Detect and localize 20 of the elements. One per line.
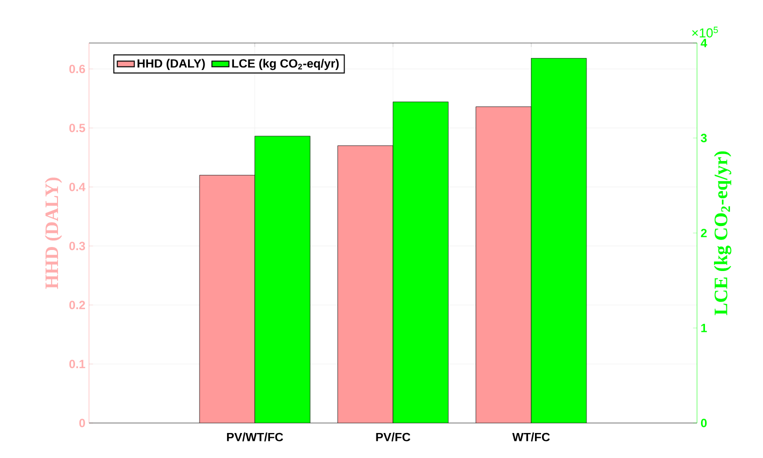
y-tick-label: 0.1: [69, 360, 86, 368]
y2-tick-label: 0: [700, 418, 707, 428]
y2-tick-label: 3: [700, 134, 707, 142]
y-tick-label: 0.5: [69, 124, 86, 132]
legend-label: HHD (DALY): [138, 58, 205, 70]
x-tick-label: PV/FC: [376, 432, 410, 442]
y2-tick-label: 1: [701, 324, 707, 332]
y-tick-label: 0.6: [69, 64, 86, 74]
legend-label: LCE (kg CO$_{2}$-eq/yr): [232, 58, 339, 70]
x-tick-label: WT/FC: [512, 432, 550, 442]
text: ×10$^{5}$: [692, 26, 718, 38]
y2-axis-title: LCE (kg CO$_{2}$-eq/yr): [714, 151, 732, 316]
y-axis-title: HHD (DALY): [44, 178, 62, 289]
x-tick-label: PV/WT/FC: [227, 432, 284, 442]
y2-tick-label: 4: [700, 38, 708, 48]
y-tick-label: 0.2: [69, 300, 86, 310]
y-tick-label: 0.3: [69, 242, 86, 250]
y-tick-label: 0.4: [69, 182, 86, 192]
y-tick-label: 0: [79, 418, 85, 428]
y2-tick-label: 2: [700, 228, 707, 238]
